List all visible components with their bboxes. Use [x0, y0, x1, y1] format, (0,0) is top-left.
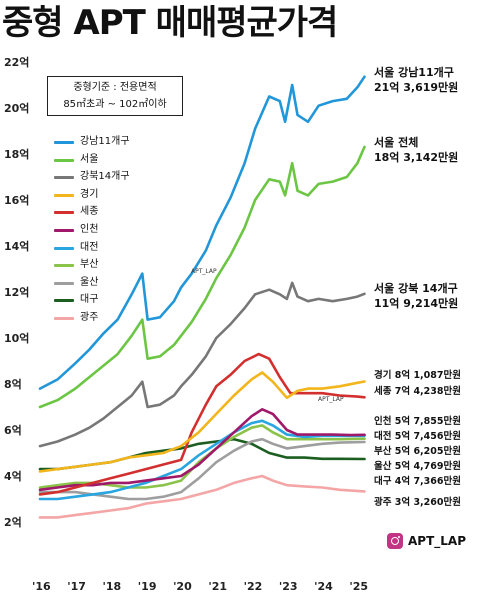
annotation-daegu: 대구 4억 7,366만원	[374, 476, 461, 487]
legend-label: 강북14개구	[80, 171, 130, 183]
y-tick-label: 22억	[4, 56, 29, 69]
legend-label: 대전	[80, 241, 99, 253]
x-tick-label: '18	[103, 580, 122, 593]
annotation-busan: 부산 5억 6,205만원	[374, 446, 461, 457]
legend-label: 인천	[80, 223, 99, 235]
x-tick-label: '16	[32, 580, 51, 593]
legend-swatch	[54, 281, 74, 285]
series-line-서울	[38, 145, 366, 409]
chart-title: 중형 APT 매매평균가격	[2, 3, 338, 43]
series-line-울산	[38, 437, 366, 501]
series-line-인천	[38, 407, 366, 492]
annotation-gangnam-value: 21억 3,619만원	[374, 81, 459, 94]
y-tick-label: 6억	[4, 424, 22, 437]
annotation-seoul-label: 서울 전체	[374, 136, 419, 149]
annotation-gangnam: 서울 강남11개구 21억 3,619만원	[374, 65, 458, 95]
legend-item: 세종	[54, 203, 130, 221]
legend-swatch	[54, 193, 74, 197]
legend-item: 서울	[54, 151, 130, 169]
legend-item: 울산	[54, 274, 130, 292]
legend-swatch	[54, 176, 74, 180]
legend-item: 대전	[54, 239, 130, 257]
legend-label: 대구	[80, 294, 99, 306]
legend-item: 강남11개구	[54, 133, 130, 151]
annotation-gangbuk-value: 11억 9,214만원	[374, 297, 459, 310]
brand-handle-text: APT_LAP	[408, 534, 466, 548]
x-tick-label: '17	[67, 580, 86, 593]
brand-handle: APT_LAP	[387, 533, 466, 549]
criteria-box: 중형기준 : 전용면적 85㎡초과 ~ 102㎡이하	[47, 76, 183, 116]
legend-label: 광주	[80, 311, 99, 323]
x-tick-label: '24	[314, 580, 333, 593]
x-tick-label: '19	[138, 580, 157, 593]
x-tick-label: '20	[173, 580, 192, 593]
y-tick-label: 12억	[4, 286, 29, 299]
watermark-upper: APT_LAP	[191, 268, 217, 275]
y-tick-label: 10억	[4, 332, 29, 345]
annotation-incheon: 인천 5억 7,855만원	[374, 416, 461, 427]
annotation-seoul-value: 18억 3,142만원	[374, 151, 459, 164]
legend-label: 경기	[80, 188, 99, 200]
legend-item: 인천	[54, 221, 130, 239]
y-tick-label: 18억	[4, 148, 29, 161]
legend-item: 경기	[54, 186, 130, 204]
legend-item: 부산	[54, 256, 130, 274]
x-tick-label: '22	[244, 580, 263, 593]
annotation-gangbuk: 서울 강북 14개구 11억 9,214만원	[374, 281, 458, 311]
legend-label: 강남11개구	[80, 136, 130, 147]
annotation-gyeonggi: 경기 8억 1,087만원	[374, 370, 461, 381]
y-tick-label: 2억	[4, 516, 22, 529]
x-tick-label: '25	[349, 580, 368, 593]
y-tick-label: 16억	[4, 194, 29, 207]
annotation-gangnam-label: 서울 강남11개구	[374, 66, 454, 79]
y-tick-label: 4억	[4, 470, 22, 483]
legend-swatch	[54, 316, 74, 320]
annotation-seoul: 서울 전체 18억 3,142만원	[374, 135, 458, 165]
annotation-daejeon: 대전 5억 7,456만원	[374, 431, 461, 442]
legend-label: 부산	[80, 259, 99, 271]
criteria-line-2: 85㎡초과 ~ 102㎡이하	[63, 99, 167, 110]
y-tick-label: 20억	[4, 102, 29, 115]
legend-swatch	[54, 211, 74, 215]
legend-swatch	[54, 158, 74, 162]
annotation-gangbuk-label: 서울 강북 14개구	[374, 282, 458, 295]
series-line-경기	[38, 371, 366, 473]
series-line-광주	[38, 474, 366, 519]
legend-swatch	[54, 299, 74, 303]
legend-item: 강북14개구	[54, 168, 130, 186]
legend-label: 울산	[80, 276, 99, 288]
y-tick-label: 14억	[4, 240, 29, 253]
x-tick-label: '23	[279, 580, 298, 593]
series-line-세종	[38, 352, 366, 496]
x-axis-ticks: '16 '17 '18 '19 '20 '21 '22 '23 '24 '25	[32, 580, 368, 593]
y-axis-ticks: 2억 4억 6억 8억 10억 12억 14억 16억 18억 20억 22억	[4, 56, 29, 529]
legend-swatch	[54, 246, 74, 250]
annotation-ulsan: 울산 5억 4,769만원	[374, 461, 461, 472]
criteria-line-1: 중형기준 : 전용면적	[73, 82, 157, 93]
instagram-icon	[387, 533, 403, 549]
series-line-강남11개구	[38, 75, 366, 390]
annotation-sejong: 세종 7억 4,238만원	[374, 386, 461, 397]
legend-swatch	[54, 141, 74, 144]
annotation-gwangju: 광주 3억 3,260만원	[374, 497, 461, 508]
legend-item: 광주	[54, 309, 130, 327]
x-tick-label: '21	[208, 580, 227, 593]
watermark-lower: APT_LAP	[318, 396, 344, 403]
legend-swatch	[54, 228, 74, 232]
y-tick-label: 8억	[4, 378, 22, 391]
series-lines	[38, 75, 366, 519]
series-line-대전	[38, 419, 366, 501]
legend-swatch	[54, 264, 74, 268]
legend-label: 서울	[80, 153, 99, 165]
legend-label: 세종	[80, 206, 99, 218]
series-line-강북14개구	[38, 281, 366, 448]
legend-item: 대구	[54, 291, 130, 309]
